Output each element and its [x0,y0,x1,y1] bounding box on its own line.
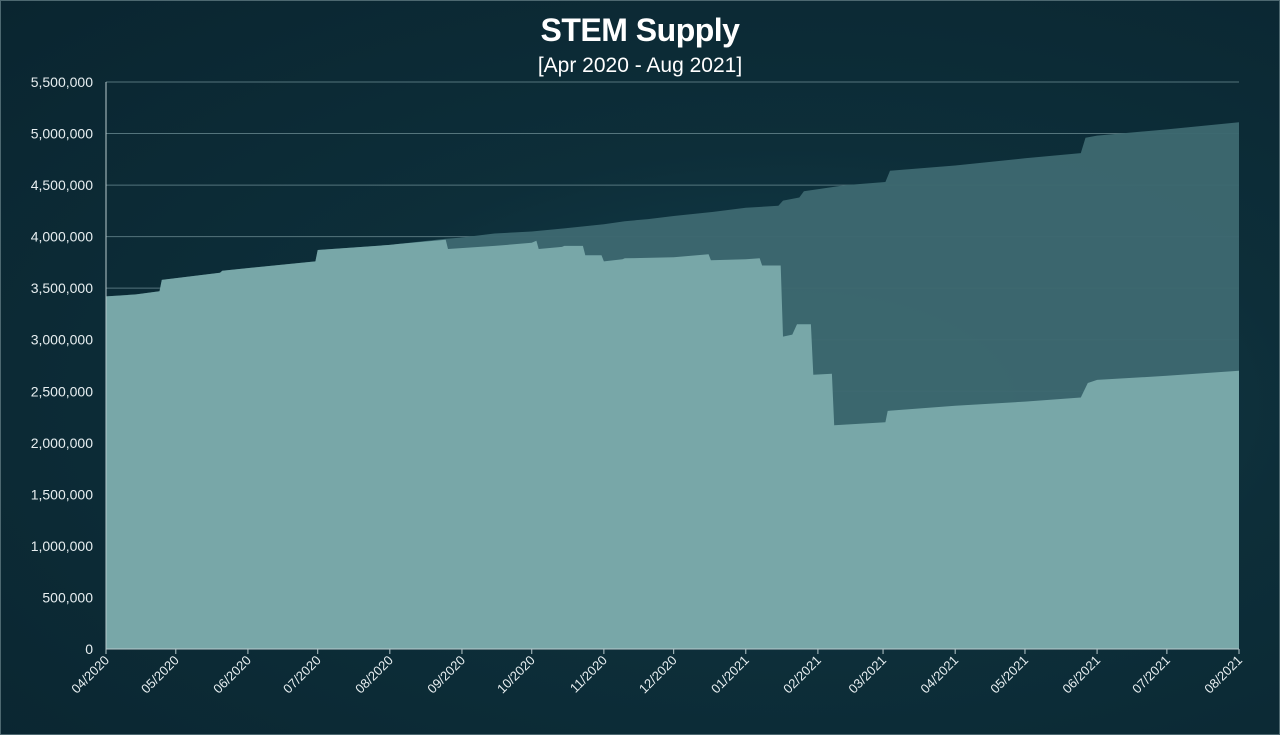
y-tick-label: 1,500,000 [31,486,93,502]
x-tick-label: 06/2020 [210,653,254,697]
y-tick-label: 500,000 [42,589,93,605]
x-tick-label: 08/2020 [352,653,396,697]
x-tick-label: 01/2021 [708,653,752,697]
x-tick-label: 03/2021 [845,653,889,697]
x-tick-label: 09/2020 [424,653,468,697]
x-tick-label: 08/2021 [1201,653,1245,697]
y-tick-label: 0 [85,641,93,657]
x-tick-label: 04/2020 [68,653,112,697]
x-tick-label: 07/2021 [1129,653,1173,697]
x-tick-label: 07/2020 [280,653,324,697]
y-tick-label: 5,500,000 [31,74,93,90]
y-tick-label: 4,000,000 [31,229,93,245]
y-tick-label: 4,500,000 [31,177,93,193]
x-tick-label: 05/2021 [987,653,1031,697]
x-tick-label: 02/2021 [780,653,824,697]
x-tick-label: 04/2021 [917,653,961,697]
x-tick-label: 12/2020 [636,653,680,697]
chart-title: STEM Supply [540,12,740,48]
y-tick-label: 2,000,000 [31,435,93,451]
y-tick-label: 3,000,000 [31,332,93,348]
y-tick-label: 1,000,000 [31,538,93,554]
x-tick-label: 11/2020 [567,653,610,696]
x-tick-label: 05/2020 [138,653,182,697]
y-tick-label: 3,500,000 [31,280,93,296]
y-tick-label: 5,000,000 [31,126,93,142]
x-tick-label: 10/2020 [494,653,538,697]
y-tick-label: 2,500,000 [31,383,93,399]
x-tick-label: 06/2021 [1059,653,1103,697]
area-series [106,122,1239,649]
chart-subtitle: [Apr 2020 - Aug 2021] [537,54,743,77]
area-series-2 [106,239,1239,649]
